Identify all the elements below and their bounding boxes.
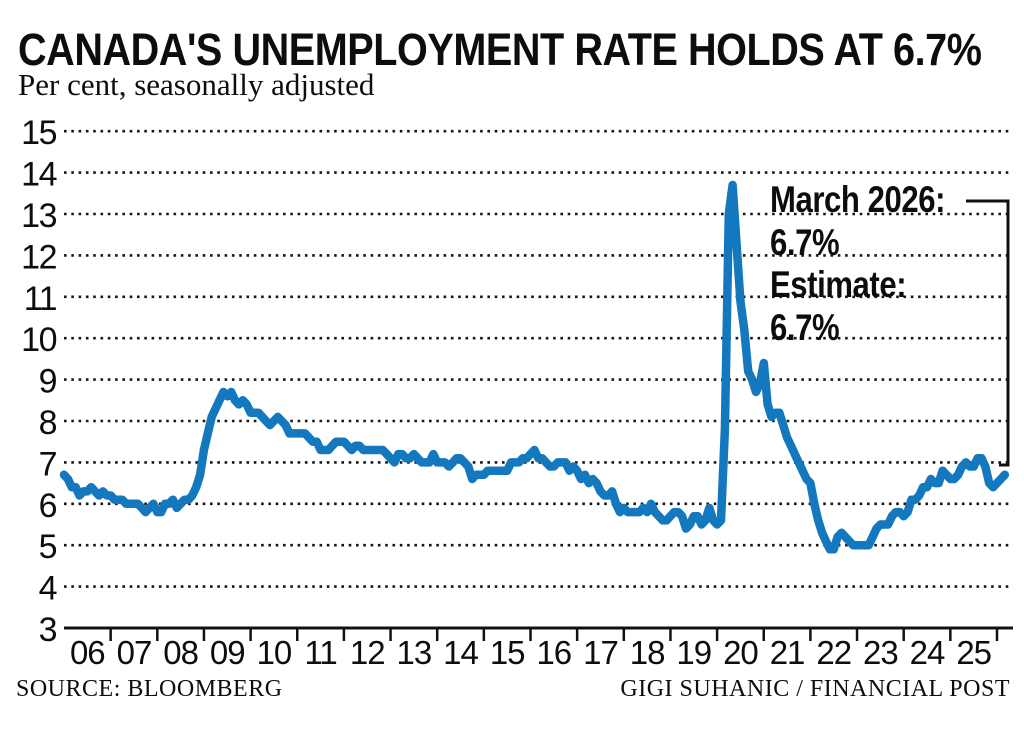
chart-subtitle: Per cent, seasonally adjusted: [18, 67, 375, 102]
annotation-line-estimate-label: Estimate:: [770, 264, 907, 306]
page-title: CANADA'S UNEMPLOYMENT RATE HOLDS AT 6.7%: [18, 24, 982, 75]
x-axis-label-19: 19: [676, 634, 711, 671]
x-axis-label-06: 06: [70, 634, 105, 671]
source-label: SOURCE: BLOOMBERG: [16, 676, 283, 702]
y-axis-label-4: 4: [39, 570, 57, 608]
y-axis-label-15: 15: [21, 114, 56, 152]
x-axis-label-11: 11: [304, 634, 336, 671]
x-axis-label-08: 08: [163, 634, 198, 671]
x-axis-label-25: 25: [956, 634, 991, 671]
annotation-line-estimate-value: 6.7%: [770, 307, 840, 349]
y-axis-label-8: 8: [39, 404, 57, 442]
unemployment-line: [59, 180, 1010, 554]
y-axis-label-12: 12: [21, 238, 56, 276]
y-axis-label-6: 6: [39, 487, 57, 525]
x-axis-label-10: 10: [257, 634, 292, 671]
x-axis-label-21: 21: [770, 634, 805, 671]
y-axis-label-10: 10: [21, 321, 56, 359]
x-axis-label-23: 23: [863, 634, 898, 671]
annotation-callout: March 2026: 6.7% Estimate: 6.7%: [770, 179, 945, 350]
y-axis-label-9: 9: [39, 363, 57, 401]
x-axis-label-17: 17: [583, 634, 618, 671]
y-axis-label-14: 14: [21, 156, 56, 194]
y-axis-label-7: 7: [39, 445, 57, 483]
annotation-line-date: March 2026:: [770, 179, 946, 220]
x-axis-label-14: 14: [443, 634, 478, 671]
x-axis-label-20: 20: [723, 634, 758, 671]
x-axis-label-24: 24: [910, 634, 945, 671]
x-axis-label-16: 16: [536, 634, 571, 671]
credit-label: GIGI SUHANIC / FINANCIAL POST: [620, 676, 1010, 702]
x-axis-label-13: 13: [397, 634, 432, 671]
x-axis-label-09: 09: [210, 634, 245, 671]
y-axis-label-13: 13: [21, 197, 56, 235]
y-axis-label-3: 3: [39, 611, 57, 649]
x-axis-label-22: 22: [816, 634, 851, 671]
callout-bracket: [966, 199, 1010, 467]
x-axis-label-12: 12: [350, 634, 385, 671]
y-axis-label-11: 11: [24, 280, 57, 318]
annotation-line-value: 6.7%: [770, 221, 840, 263]
y-axis-label-5: 5: [39, 528, 57, 566]
x-axis-label-15: 15: [490, 634, 525, 671]
x-axis-label-07: 07: [117, 634, 152, 671]
x-axis-label-18: 18: [630, 634, 665, 671]
